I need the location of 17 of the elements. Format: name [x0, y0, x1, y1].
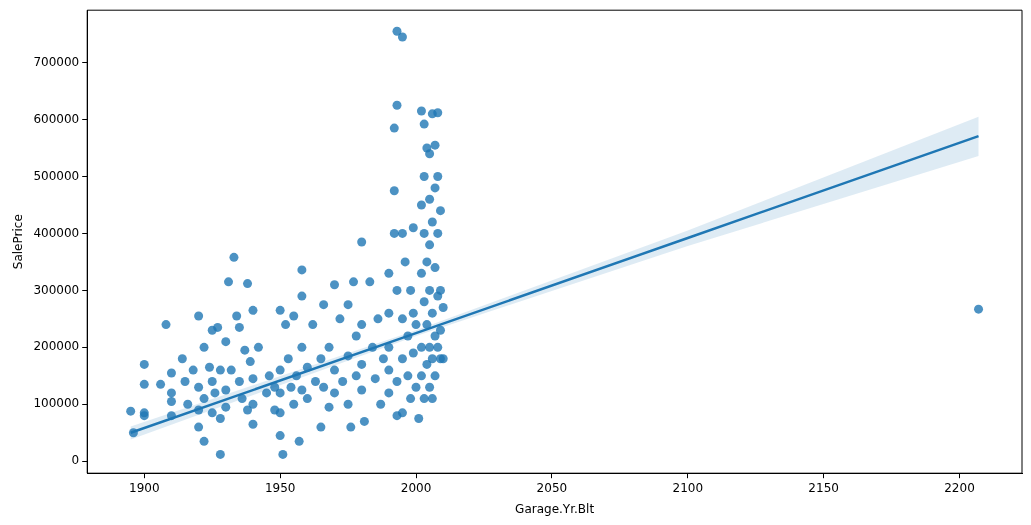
x-tick-label: 2000 [400, 480, 432, 495]
x-tick-label: 1900 [129, 480, 160, 495]
y-tick-label: 300000 [33, 282, 80, 297]
y-tick-label: 0 [71, 453, 80, 468]
x-tick-label: 1950 [264, 480, 296, 495]
x-tick-label: 2050 [536, 480, 568, 495]
y-axis-title: SalePrice [11, 214, 26, 270]
y-tick-label: 500000 [33, 168, 80, 183]
y-tick-label: 100000 [33, 396, 80, 411]
y-tick-label: 200000 [33, 339, 80, 354]
y-tick-label: 700000 [33, 54, 80, 69]
x-axis-title: Garage.Yr.Blt [515, 501, 595, 516]
x-tick-label: 2150 [808, 480, 839, 495]
x-tick-label: 2100 [672, 480, 704, 495]
x-tick-label: 2200 [944, 480, 975, 495]
y-tick-label: 400000 [33, 225, 80, 240]
y-tick-label: 600000 [33, 111, 80, 126]
